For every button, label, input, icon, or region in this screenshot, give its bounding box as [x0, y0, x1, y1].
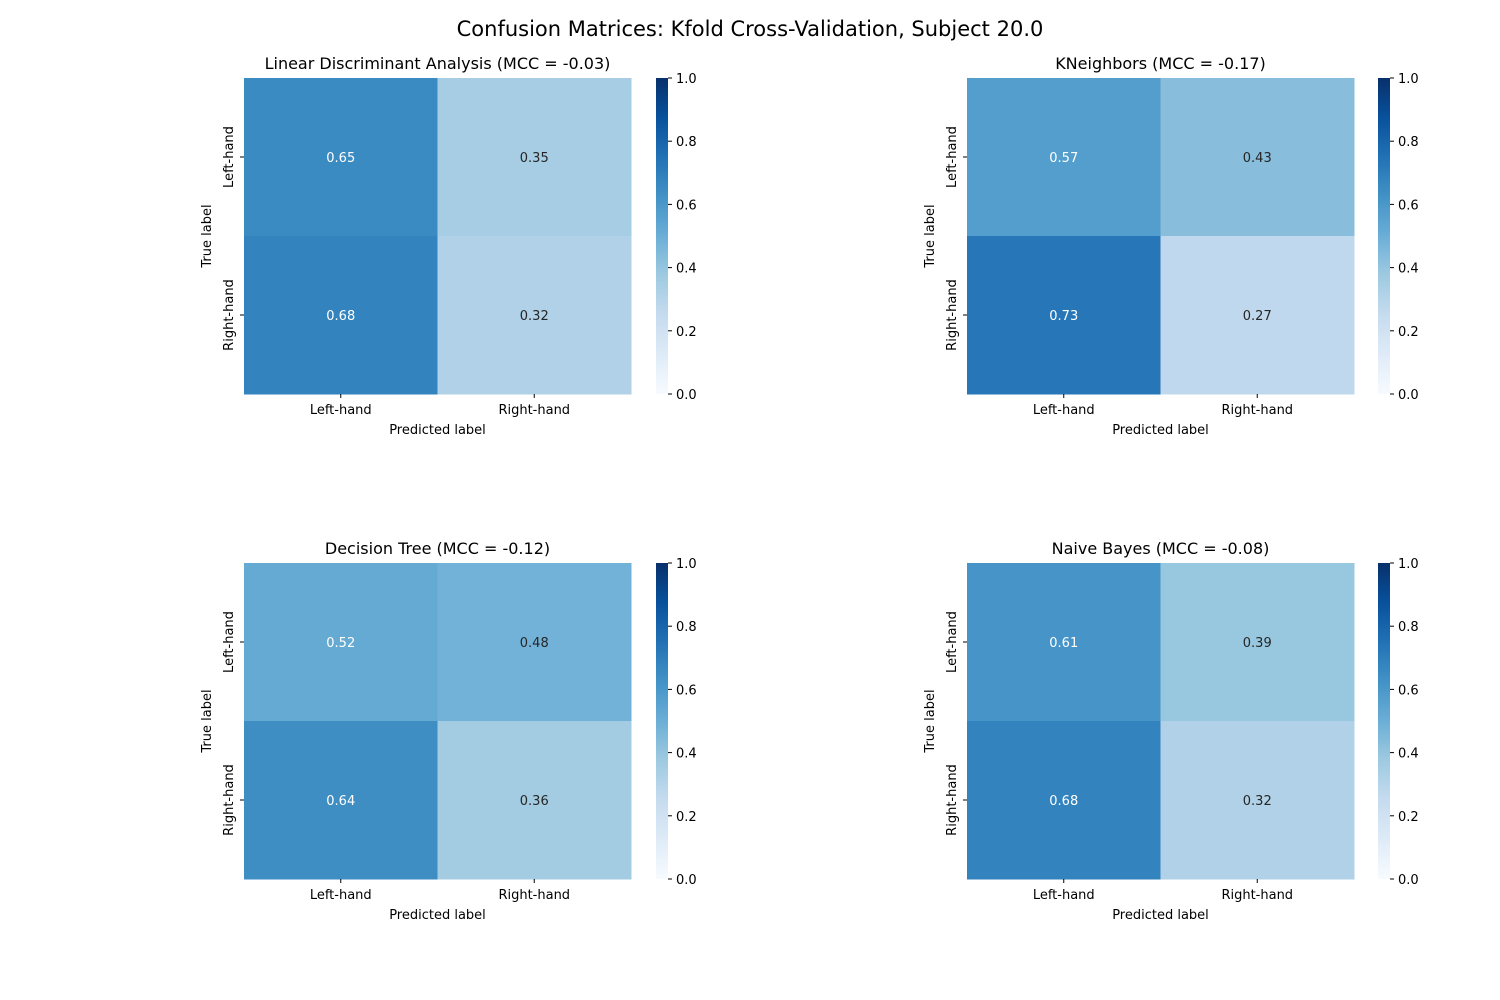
colorbar-tick-label: 0.2 [1398, 325, 1419, 340]
colorbar-tick-label: 1.0 [676, 72, 697, 87]
heatmap-cell [244, 721, 438, 880]
cell-value-label: 0.64 [326, 794, 355, 809]
x-tick-label: Left-hand [310, 403, 372, 418]
panel-title: Decision Tree (MCC = -0.12) [325, 539, 550, 558]
colorbar [656, 563, 668, 879]
heatmap-panel: Decision Tree (MCC = -0.12) 0.52 0.48 0.64 0… [200, 539, 697, 923]
y-tick-label: Right-hand [222, 279, 237, 351]
y-axis-label: True label [200, 204, 215, 268]
colorbar-tick-label: 0.8 [1398, 620, 1419, 635]
y-tick-label: Left-hand [222, 126, 237, 188]
x-tick-label: Left-hand [1033, 888, 1095, 903]
cell-value-label: 0.32 [1243, 794, 1272, 809]
x-tick-label: Left-hand [1033, 403, 1095, 418]
colorbar-tick-label: 0.6 [1398, 198, 1419, 213]
heatmap-cell [244, 563, 438, 722]
x-tick-label: Right-hand [1221, 888, 1293, 903]
y-tick-label: Right-hand [945, 764, 960, 836]
colorbar-tick-label: 0.0 [1398, 388, 1419, 403]
colorbar-tick-label: 0.6 [676, 198, 697, 213]
x-axis-label: Predicted label [1112, 423, 1209, 438]
heatmap-cell [1160, 721, 1355, 880]
heatmap-cell [1160, 563, 1355, 722]
colorbar-tick-label: 1.0 [676, 557, 697, 572]
heatmap-panel: Linear Discriminant Analysis (MCC = -0.0… [200, 54, 697, 438]
colorbar [656, 78, 668, 394]
y-tick-label: Right-hand [945, 279, 960, 351]
cell-value-label: 0.65 [326, 151, 355, 166]
heatmap-cell [967, 721, 1161, 880]
heatmap-panel: Naive Bayes (MCC = -0.08) 0.61 0.39 0.68 0.3… [923, 539, 1419, 923]
heatmap-panel: KNeighbors (MCC = -0.17) 0.57 0.43 0.73 0.27… [923, 54, 1419, 438]
colorbar-tick-label: 0.0 [676, 873, 697, 888]
x-tick-label: Right-hand [1221, 403, 1293, 418]
cell-value-label: 0.32 [520, 309, 549, 324]
colorbar-tick-label: 0.2 [676, 810, 697, 825]
colorbar-tick-label: 0.8 [1398, 135, 1419, 150]
y-axis-label: True label [200, 689, 215, 753]
cell-value-label: 0.43 [1243, 151, 1272, 166]
y-axis-label: True label [923, 689, 938, 753]
cell-value-label: 0.68 [326, 309, 355, 324]
cell-value-label: 0.73 [1049, 309, 1078, 324]
y-tick-label: Left-hand [222, 611, 237, 673]
heatmap-cell [244, 78, 438, 237]
cell-value-label: 0.68 [1049, 794, 1078, 809]
colorbar [1378, 563, 1390, 879]
heatmap-cell [437, 236, 632, 395]
cell-value-label: 0.48 [520, 636, 549, 651]
colorbar-tick-label: 0.4 [1398, 262, 1419, 277]
heatmap-cell [967, 236, 1161, 395]
x-axis-label: Predicted label [389, 908, 486, 923]
colorbar-tick-label: 0.6 [1398, 683, 1419, 698]
panel-title: KNeighbors (MCC = -0.17) [1055, 54, 1266, 73]
colorbar-tick-label: 0.0 [1398, 873, 1419, 888]
x-tick-label: Right-hand [498, 888, 570, 903]
cell-value-label: 0.35 [520, 151, 549, 166]
y-tick-label: Left-hand [945, 611, 960, 673]
colorbar-tick-label: 0.4 [1398, 747, 1419, 762]
colorbar-tick-label: 0.0 [676, 388, 697, 403]
colorbar-tick-label: 0.8 [676, 620, 697, 635]
colorbar [1378, 78, 1390, 394]
heatmap-cell [244, 236, 438, 395]
panel-title: Linear Discriminant Analysis (MCC = -0.0… [265, 54, 611, 73]
heatmap-cell [437, 78, 632, 237]
colorbar-tick-label: 0.8 [676, 135, 697, 150]
x-axis-label: Predicted label [1112, 908, 1209, 923]
cell-value-label: 0.61 [1049, 636, 1078, 651]
heatmap-cell [1160, 236, 1355, 395]
cell-value-label: 0.36 [520, 794, 549, 809]
y-tick-label: Left-hand [945, 126, 960, 188]
cell-value-label: 0.52 [326, 636, 355, 651]
heatmap-cell [967, 78, 1161, 237]
x-axis-label: Predicted label [389, 423, 486, 438]
cell-value-label: 0.27 [1243, 309, 1272, 324]
colorbar-tick-label: 1.0 [1398, 557, 1419, 572]
x-tick-label: Left-hand [310, 888, 372, 903]
colorbar-tick-label: 0.6 [676, 683, 697, 698]
heatmap-cell [967, 563, 1161, 722]
panel-title: Naive Bayes (MCC = -0.08) [1052, 539, 1270, 558]
heatmap-cell [437, 563, 632, 722]
cell-value-label: 0.57 [1049, 151, 1078, 166]
y-axis-label: True label [923, 204, 938, 268]
x-tick-label: Right-hand [498, 403, 570, 418]
colorbar-tick-label: 1.0 [1398, 72, 1419, 87]
colorbar-tick-label: 0.2 [1398, 810, 1419, 825]
cell-value-label: 0.39 [1243, 636, 1272, 651]
colorbar-tick-label: 0.2 [676, 325, 697, 340]
heatmap-cell [437, 721, 632, 880]
colorbar-tick-label: 0.4 [676, 262, 697, 277]
heatmap-cell [1160, 78, 1355, 237]
figure-suptitle: Confusion Matrices: Kfold Cross-Validati… [457, 17, 1044, 41]
y-tick-label: Right-hand [222, 764, 237, 836]
colorbar-tick-label: 0.4 [676, 747, 697, 762]
panels-group: Linear Discriminant Analysis (MCC = -0.0… [200, 54, 1419, 923]
